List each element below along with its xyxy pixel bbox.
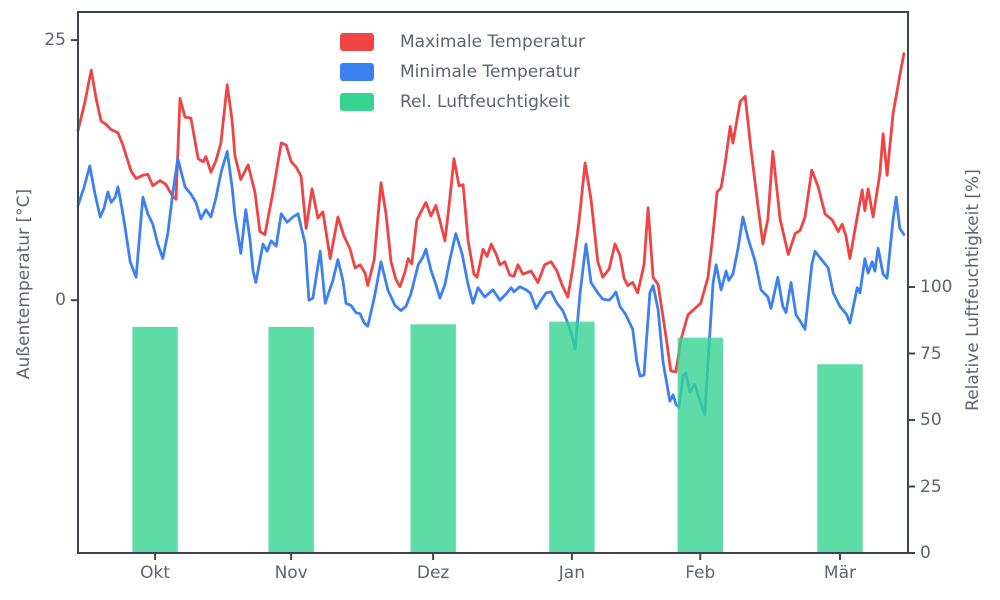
left-y-tick-label: 25: [44, 30, 66, 51]
legend: Maximale Temperatur Minimale Temperatur …: [340, 27, 585, 117]
x-tick-label-dez: Dez: [416, 563, 450, 583]
legend-swatch-humidity-icon: [340, 93, 374, 111]
legend-item-min-temp: Minimale Temperatur: [340, 57, 585, 87]
right-y-tick-label: 25: [920, 476, 942, 497]
left-y-tick-label: 0: [55, 290, 66, 311]
x-tick-label-okt: Okt: [140, 563, 171, 583]
legend-label-humidity: Rel. Luftfeuchtigkeit: [400, 92, 570, 112]
x-tick-label-jan: Jan: [558, 563, 586, 583]
x-tick-label-maer: Mär: [823, 563, 856, 583]
right-y-tick-label: 75: [920, 343, 942, 364]
legend-swatch-min-temp-icon: [340, 63, 374, 81]
legend-item-max-temp: Maximale Temperatur: [340, 27, 585, 57]
right-axis-label: Relative Luftfeuchtigkeit [%]: [963, 169, 983, 411]
legend-label-max-temp: Maximale Temperatur: [400, 32, 586, 52]
x-tick-label-nov: Nov: [274, 563, 308, 583]
legend-item-humidity: Rel. Luftfeuchtigkeit: [340, 87, 585, 117]
x-tick-label-feb: Feb: [685, 563, 716, 583]
right-y-tick-label: 100: [920, 277, 953, 298]
right-y-tick-label: 50: [920, 410, 942, 430]
legend-swatch-max-temp-icon: [340, 33, 374, 51]
left-axis-label: Außentemperatur [°C]: [14, 188, 34, 380]
right-y-tick-label: 0: [920, 543, 931, 563]
legend-label-min-temp: Minimale Temperatur: [400, 62, 581, 82]
